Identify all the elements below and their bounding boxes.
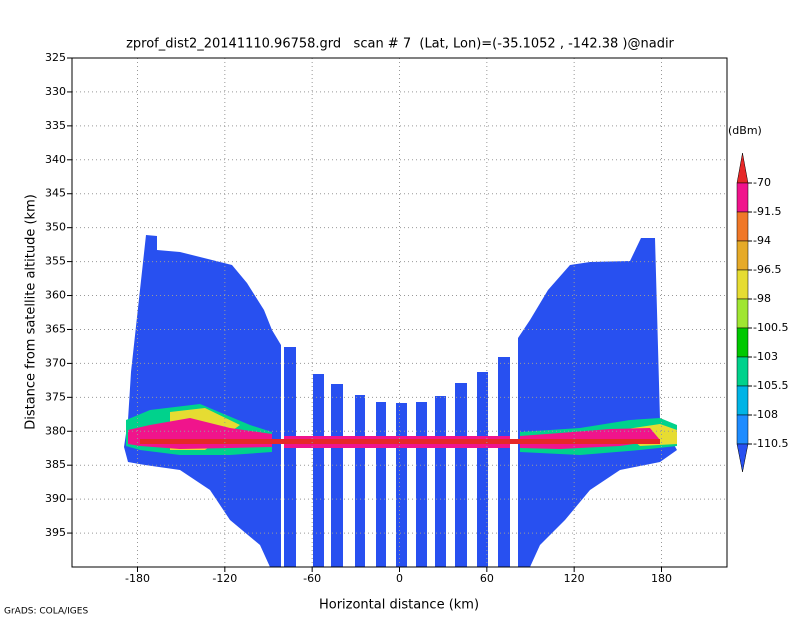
colorbar-band <box>736 327 749 358</box>
y-tick-label: 365 <box>45 322 66 335</box>
y-tick-label: 360 <box>45 289 66 302</box>
y-tick-label: 355 <box>45 255 66 268</box>
credit: GrADS: COLA/IGES <box>4 607 88 617</box>
colorbar-band <box>736 298 749 329</box>
field-strip <box>355 395 365 567</box>
x-tick-label: -120 <box>212 572 237 585</box>
y-tick-label: 330 <box>45 85 66 98</box>
colorbar-band <box>736 182 749 213</box>
x-tick-label: 0 <box>396 572 403 585</box>
colorbar-band <box>736 414 749 445</box>
colorbar-unit: (dBm) <box>728 124 762 137</box>
colorbar-label: -91.5 <box>753 205 781 218</box>
field <box>124 235 677 567</box>
field-strip <box>455 383 467 567</box>
x-tick-label: -60 <box>303 572 321 585</box>
field-strip <box>284 347 296 567</box>
x-tick-label: 60 <box>480 572 494 585</box>
field-strip <box>396 403 407 567</box>
y-axis-title: Distance from satellite altitude (km) <box>24 194 39 430</box>
colorbar-band <box>736 269 749 300</box>
field-line <box>140 439 660 444</box>
colorbar-label: -105.5 <box>753 379 788 392</box>
field-strip <box>313 374 324 567</box>
y-tick-label: 385 <box>45 458 66 471</box>
x-tick-label: -180 <box>125 572 150 585</box>
field-strip <box>376 402 386 567</box>
colorbar-label: -98 <box>753 292 771 305</box>
x-tick-label: 180 <box>651 572 672 585</box>
colorbar-label: -103 <box>753 350 778 363</box>
y-tick-label: 340 <box>45 153 66 166</box>
y-tick-label: 350 <box>45 221 66 234</box>
y-tick-label: 390 <box>45 492 66 505</box>
y-tick-label: 395 <box>45 526 66 539</box>
chart-title: zprof_dist2_20141110.96758.grd scan # 7 … <box>126 37 674 52</box>
y-tick-label: 375 <box>45 390 66 403</box>
field-strip <box>498 357 510 567</box>
y-tick-label: 335 <box>45 119 66 132</box>
colorbar-label: -94 <box>753 234 771 247</box>
colorbar-band <box>736 240 749 271</box>
colorbar-label: -70 <box>753 176 771 189</box>
field-region <box>124 235 281 567</box>
field-region <box>518 238 677 567</box>
y-tick-label: 325 <box>45 51 66 64</box>
field-strip <box>477 372 488 567</box>
colorbar-band <box>736 385 749 416</box>
colorbar-cap <box>736 443 749 473</box>
y-tick-label: 380 <box>45 424 66 437</box>
colorbar-label: -108 <box>753 408 778 421</box>
x-tick-label: 120 <box>564 572 585 585</box>
y-tick-label: 370 <box>45 356 66 369</box>
colorbar-band <box>736 356 749 387</box>
colorbar-label: -96.5 <box>753 263 781 276</box>
colorbar-label: -110.5 <box>753 437 788 450</box>
x-axis-title: Horizontal distance (km) <box>319 598 479 613</box>
y-tick-label: 345 <box>45 187 66 200</box>
field-strip <box>331 384 343 567</box>
colorbar-band <box>736 211 749 242</box>
field-strip <box>416 402 427 567</box>
colorbar-label: -100.5 <box>753 321 788 334</box>
field-strip <box>435 396 446 567</box>
colorbar-cap <box>736 152 749 184</box>
